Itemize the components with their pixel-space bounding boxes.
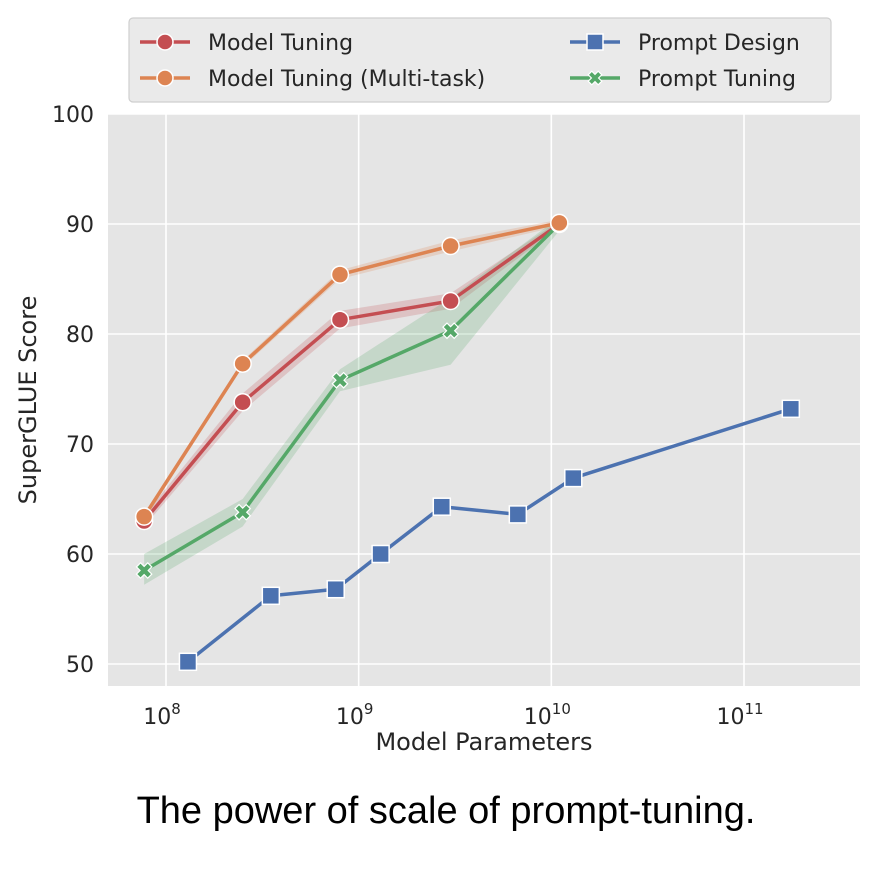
data-point [134, 507, 154, 526]
plot-area [108, 114, 860, 686]
legend-label: Prompt Tuning [638, 67, 796, 92]
data-point [178, 652, 198, 672]
y-tick-label: 80 [66, 323, 94, 348]
data-point [550, 213, 569, 233]
data-point [233, 354, 252, 373]
y-tick-label: 90 [66, 213, 94, 238]
data-point [371, 544, 390, 564]
legend-swatch-marker [586, 33, 604, 51]
data-point [330, 265, 350, 284]
confidence-band [144, 217, 560, 585]
data-point [781, 399, 801, 419]
legend: Model Tuning Model Tuning (Multi-task) Pro… [128, 17, 832, 103]
data-point [564, 468, 583, 488]
data-point [261, 586, 281, 606]
y-tick-label: 60 [66, 543, 94, 568]
x-tick-label: 1010 [524, 700, 571, 730]
data-point [326, 579, 345, 599]
chart: 50 60 70 80 90 100 108 109 1010 1011 Model Param… [14, 17, 860, 756]
legend-swatch-marker [587, 70, 603, 86]
x-tick-label: 1011 [716, 700, 763, 730]
y-tick-label: 70 [66, 433, 94, 458]
data-point [432, 497, 452, 516]
y-tick-label: 100 [52, 103, 94, 128]
data-point [330, 310, 350, 329]
data-point [508, 505, 528, 524]
x-tick-labels: 108 109 1010 1011 [143, 700, 763, 730]
figure-caption: The power of scale of prompt-tuning. [136, 790, 756, 832]
x-tick-label: 109 [336, 700, 374, 730]
y-tick-label: 50 [66, 653, 94, 678]
y-axis-label: SuperGLUE Score [14, 296, 42, 505]
legend-label: Prompt Design [638, 31, 800, 56]
grid-lines [108, 113, 860, 686]
data-point [135, 562, 153, 579]
legend-label: Model Tuning [208, 31, 353, 56]
data-point [441, 291, 460, 311]
legend-swatch-marker [156, 69, 174, 87]
data-point [441, 236, 460, 256]
data-point [233, 392, 252, 412]
legend-swatch-marker [156, 33, 174, 51]
y-tick-labels: 50 60 70 80 90 100 [52, 103, 94, 678]
data-point [442, 322, 460, 340]
legend-label: Model Tuning (Multi-task) [208, 67, 485, 92]
data-point [234, 503, 252, 521]
legend-box [128, 17, 832, 103]
x-tick-label: 108 [143, 700, 181, 730]
series-markers [134, 213, 801, 672]
x-axis-label: Model Parameters [375, 728, 592, 756]
data-point [331, 371, 349, 389]
